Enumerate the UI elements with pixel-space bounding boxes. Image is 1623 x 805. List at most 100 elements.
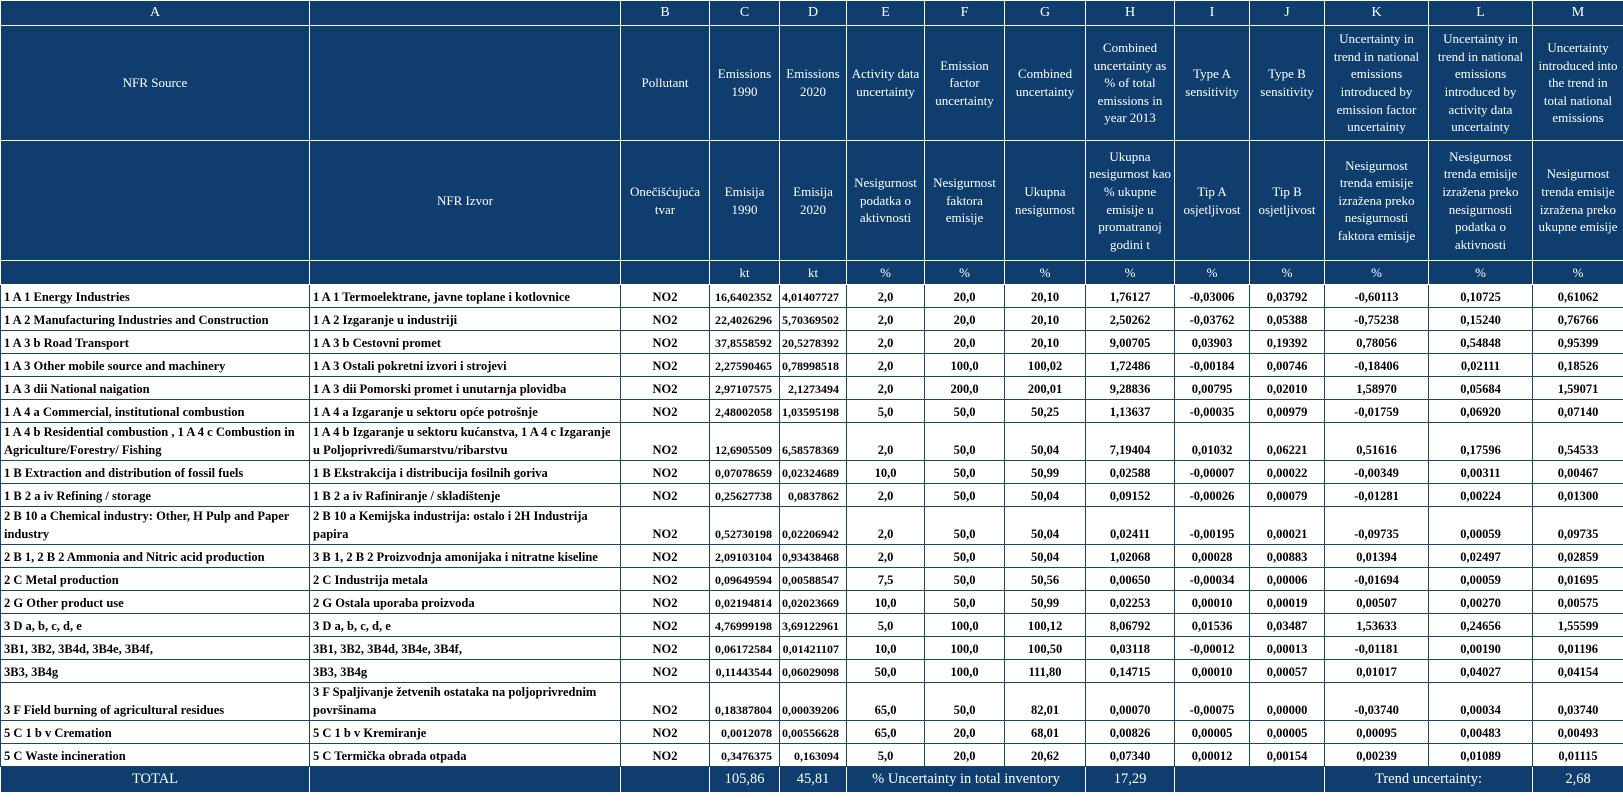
table-row: 1 A 4 a Commercial, institutional combus…: [0, 399, 1623, 423]
column-header-en: NFR Source: [0, 25, 310, 141]
table-row: 3B3, 3B4g 3B3, 3B4g NO2 0,11443544 0,0602909…: [0, 659, 1623, 683]
column-unit: [620, 260, 710, 285]
nfr-source-hr-cell: 1 A 3 b Cestovni promet: [309, 330, 621, 354]
emissions-1990-cell: 0,18387804: [709, 682, 780, 721]
combined-uncertainty-cell: 100,50: [1004, 636, 1086, 660]
type-a-sensitivity-cell: -0,00075: [1174, 682, 1250, 721]
type-a-sensitivity-cell: 0,00012: [1174, 743, 1250, 767]
emissions-1990-cell: 0,0012078: [709, 720, 780, 744]
activity-data-uncertainty-cell: 5,0: [846, 399, 925, 423]
emissions-2020-cell: 0,00588547: [779, 567, 847, 591]
pollutant-cell: NO2: [620, 659, 710, 683]
table-row: 5 C Waste incineration 5 C Termička obrad…: [0, 743, 1623, 767]
column-header-en: Pollutant: [620, 25, 710, 141]
trend-ef-uncertainty-cell: 1,53633: [1324, 613, 1429, 637]
table-row: 1 A 4 b Residential combustion , 1 A 4 c…: [0, 422, 1623, 461]
column-header-hr: Nesigurnost trenda emisije izražena prek…: [1532, 140, 1623, 261]
trend-ad-uncertainty-cell: 0,05684: [1428, 376, 1533, 400]
total-label-cell: TOTAL: [0, 766, 310, 793]
trend-total-uncertainty-cell: 0,01695: [1532, 567, 1623, 591]
combined-uncertainty-cell: 20,10: [1004, 284, 1086, 308]
type-b-sensitivity-cell: 0,05388: [1249, 307, 1325, 331]
type-b-sensitivity-cell: 0,00006: [1249, 567, 1325, 591]
nfr-source-en-cell: 1 A 4 b Residential combustion , 1 A 4 c…: [0, 422, 310, 461]
trend-ef-uncertainty-cell: 1,58970: [1324, 376, 1429, 400]
trend-ad-uncertainty-cell: 0,00034: [1428, 682, 1533, 721]
table-row: 1 A 1 Energy Industries 1 A 1 Termoelektr…: [0, 284, 1623, 308]
trend-ad-uncertainty-cell: 0,17596: [1428, 422, 1533, 461]
emissions-1990-cell: 12,6905509: [709, 422, 780, 461]
trend-total-uncertainty-cell: 0,95399: [1532, 330, 1623, 354]
activity-data-uncertainty-cell: 65,0: [846, 720, 925, 744]
emission-factor-uncertainty-cell: 100,0: [924, 613, 1005, 637]
trend-ef-uncertainty-cell: 0,51616: [1324, 422, 1429, 461]
activity-data-uncertainty-cell: 2,0: [846, 307, 925, 331]
nfr-source-hr-cell: 5 C Termička obrada otpada: [309, 743, 621, 767]
column-letter: C: [709, 0, 780, 26]
nfr-source-hr-cell: 1 A 1 Termoelektrane, javne toplane i ko…: [309, 284, 621, 308]
emissions-2020-cell: 0,93438468: [779, 544, 847, 568]
combined-uncertainty-cell: 50,56: [1004, 567, 1086, 591]
emissions-1990-cell: 22,4026296: [709, 307, 780, 331]
combined-uncertainty-cell: 50,99: [1004, 460, 1086, 484]
column-header-en: Combined uncertainty: [1004, 25, 1086, 141]
combined-uncertainty-pct-cell: 0,07340: [1085, 743, 1175, 767]
trend-total-uncertainty-cell: 0,01196: [1532, 636, 1623, 660]
combined-uncertainty-pct-cell: 9,28836: [1085, 376, 1175, 400]
activity-data-uncertainty-cell: 10,0: [846, 590, 925, 614]
combined-uncertainty-pct-cell: 0,03118: [1085, 636, 1175, 660]
column-letter: J: [1249, 0, 1325, 26]
column-header-hr: Nesigurnost trenda emisije izražena prek…: [1324, 140, 1429, 261]
trend-ef-uncertainty-cell: -0,01281: [1324, 483, 1429, 507]
combined-uncertainty-cell: 20,10: [1004, 307, 1086, 331]
emission-factor-uncertainty-cell: 200,0: [924, 376, 1005, 400]
column-header-hr: Ukupna nesigurnost: [1004, 140, 1086, 261]
type-b-sensitivity-cell: 0,00013: [1249, 636, 1325, 660]
pollutant-cell: NO2: [620, 636, 710, 660]
emissions-2020-cell: 6,58578369: [779, 422, 847, 461]
column-header-hr: Ukupna nesigurnost kao % ukupne emisije …: [1085, 140, 1175, 261]
activity-data-uncertainty-cell: 2,0: [846, 376, 925, 400]
emission-factor-uncertainty-cell: 20,0: [924, 720, 1005, 744]
column-unit: %: [1174, 260, 1250, 285]
combined-uncertainty-cell: 50,25: [1004, 399, 1086, 423]
column-header-en: Type B sensitivity: [1249, 25, 1325, 141]
column-letter: H: [1085, 0, 1175, 26]
emissions-2020-cell: 4,01407727: [779, 284, 847, 308]
inventory-uncertainty-label-cell: % Uncertainty in total inventory: [846, 766, 1086, 793]
activity-data-uncertainty-cell: 5,0: [846, 743, 925, 767]
nfr-source-en-cell: 5 C Waste incineration: [0, 743, 310, 767]
combined-uncertainty-cell: 82,01: [1004, 682, 1086, 721]
emissions-1990-cell: 0,11443544: [709, 659, 780, 683]
emission-factor-uncertainty-cell: 50,0: [924, 483, 1005, 507]
trend-total-uncertainty-cell: 0,04154: [1532, 659, 1623, 683]
table-row: 1 B 2 a iv Refining / storage 1 B 2 a iv …: [0, 483, 1623, 507]
trend-ad-uncertainty-cell: 0,54848: [1428, 330, 1533, 354]
nfr-source-hr-cell: 1 B Ekstrakcija i distribucija fosilnih …: [309, 460, 621, 484]
combined-uncertainty-pct-cell: 0,09152: [1085, 483, 1175, 507]
nfr-source-en-cell: 1 A 3 b Road Transport: [0, 330, 310, 354]
trend-ef-uncertainty-cell: 0,00239: [1324, 743, 1429, 767]
emissions-1990-cell: 2,97107575: [709, 376, 780, 400]
nfr-source-en-cell: 1 B Extraction and distribution of fossi…: [0, 460, 310, 484]
emissions-2020-cell: 0,00039206: [779, 682, 847, 721]
pollutant-cell: NO2: [620, 460, 710, 484]
emissions-2020-cell: 0,00556628: [779, 720, 847, 744]
column-letter: G: [1004, 0, 1086, 26]
nfr-source-hr-cell: 5 C 1 b v Kremiranje: [309, 720, 621, 744]
emission-factor-uncertainty-cell: 100,0: [924, 353, 1005, 377]
table-row: 2 G Other product use 2 G Ostala uporaba …: [0, 590, 1623, 614]
column-header-hr: [0, 140, 310, 261]
combined-uncertainty-cell: 50,04: [1004, 483, 1086, 507]
column-header-en: Activity data uncertainty: [846, 25, 925, 141]
nfr-source-hr-cell: 1 A 2 Izgaranje u industriji: [309, 307, 621, 331]
combined-uncertainty-cell: 111,80: [1004, 659, 1086, 683]
column-unit: %: [1004, 260, 1086, 285]
combined-uncertainty-pct-cell: 1,13637: [1085, 399, 1175, 423]
emissions-2020-cell: 0,01421107: [779, 636, 847, 660]
trend-ef-uncertainty-cell: -0,09735: [1324, 506, 1429, 545]
column-header-en: Type A sensitivity: [1174, 25, 1250, 141]
trend-total-uncertainty-cell: 0,07140: [1532, 399, 1623, 423]
activity-data-uncertainty-cell: 7,5: [846, 567, 925, 591]
